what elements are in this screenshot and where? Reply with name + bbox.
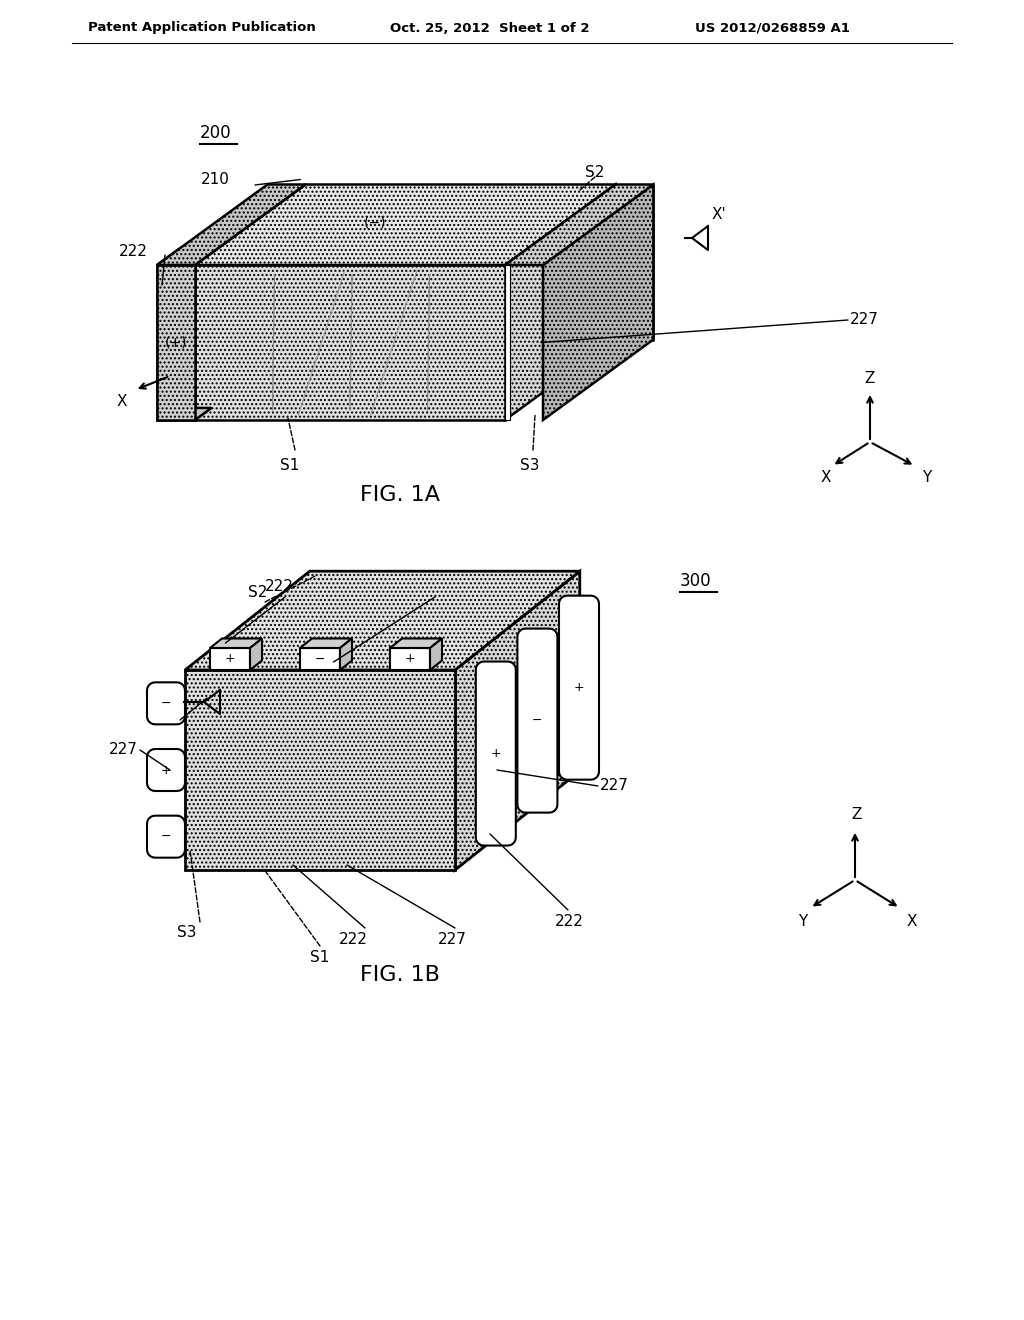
Text: 222: 222 [555, 913, 584, 929]
Text: S1: S1 [310, 950, 330, 965]
Polygon shape [195, 185, 615, 265]
Text: −: − [314, 652, 326, 665]
Text: 227: 227 [600, 779, 629, 793]
Polygon shape [430, 639, 442, 671]
Polygon shape [505, 185, 615, 420]
Polygon shape [390, 648, 430, 671]
Polygon shape [615, 185, 653, 339]
Polygon shape [157, 408, 212, 420]
Polygon shape [505, 185, 653, 265]
Polygon shape [300, 648, 340, 671]
Polygon shape [455, 572, 580, 870]
Text: 227: 227 [850, 313, 879, 327]
Polygon shape [147, 816, 185, 858]
Text: 300: 300 [680, 572, 712, 590]
Polygon shape [340, 639, 352, 671]
Text: Oct. 25, 2012  Sheet 1 of 2: Oct. 25, 2012 Sheet 1 of 2 [390, 21, 590, 34]
Text: +: + [404, 652, 416, 665]
Text: X: X [907, 913, 918, 929]
Text: 200: 200 [200, 124, 231, 143]
Polygon shape [517, 628, 557, 813]
Polygon shape [185, 572, 580, 671]
Polygon shape [300, 639, 352, 648]
Text: 222: 222 [119, 244, 148, 260]
Text: S3: S3 [520, 458, 540, 473]
Polygon shape [195, 265, 505, 420]
Text: S2: S2 [585, 165, 604, 180]
Text: (+): (+) [165, 335, 187, 350]
Polygon shape [157, 185, 305, 265]
Text: Patent Application Publication: Patent Application Publication [88, 21, 315, 34]
Text: 227: 227 [438, 932, 467, 946]
Text: X: X [117, 393, 127, 409]
Polygon shape [505, 265, 510, 420]
Polygon shape [185, 671, 455, 870]
Text: −: − [161, 830, 171, 843]
Text: +: + [573, 681, 585, 694]
Text: 210: 210 [201, 173, 230, 187]
Text: +: + [224, 652, 236, 665]
Polygon shape [543, 185, 653, 420]
Text: FIG. 1B: FIG. 1B [360, 965, 440, 985]
Text: −: − [161, 697, 171, 710]
Polygon shape [147, 748, 185, 791]
Text: S3: S3 [176, 925, 196, 940]
Polygon shape [157, 265, 195, 420]
Text: 227: 227 [110, 742, 138, 758]
Text: (−): (−) [364, 215, 386, 230]
Polygon shape [157, 185, 305, 265]
Text: Y: Y [799, 913, 808, 929]
Text: S1: S1 [281, 458, 300, 473]
Text: 222: 222 [265, 579, 294, 594]
Polygon shape [147, 682, 185, 725]
Polygon shape [210, 648, 250, 671]
Text: 222: 222 [176, 690, 205, 705]
Polygon shape [559, 595, 599, 780]
Polygon shape [210, 639, 262, 648]
Polygon shape [250, 639, 262, 671]
Text: US 2012/0268859 A1: US 2012/0268859 A1 [695, 21, 850, 34]
Text: X: X [821, 470, 831, 484]
Text: 222: 222 [339, 932, 368, 946]
Text: FIG. 1A: FIG. 1A [360, 484, 440, 506]
Text: S2: S2 [248, 585, 267, 601]
Text: Z: Z [852, 807, 862, 822]
Text: X': X' [712, 207, 727, 222]
Polygon shape [476, 661, 516, 846]
Text: +: + [490, 747, 501, 760]
Polygon shape [390, 639, 442, 648]
Text: −: − [532, 714, 543, 727]
Text: Z: Z [865, 371, 876, 385]
Text: 210: 210 [418, 579, 446, 594]
Text: X: X [170, 682, 180, 697]
Text: +: + [161, 763, 171, 776]
Polygon shape [157, 265, 195, 420]
Text: Y: Y [922, 470, 931, 484]
